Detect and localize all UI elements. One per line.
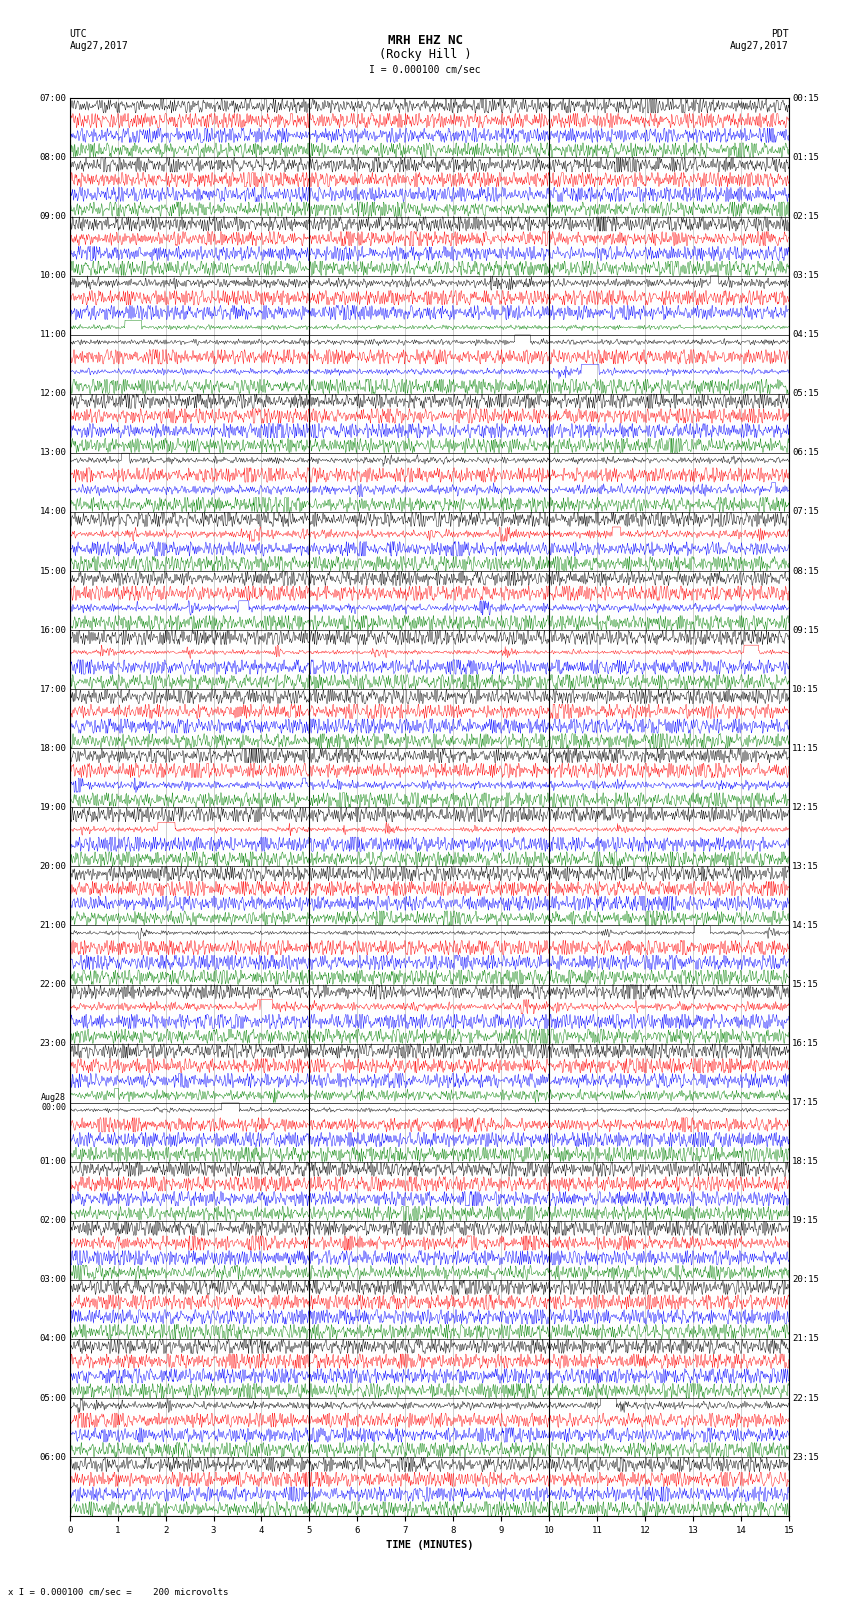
Text: 20:15: 20:15 (792, 1276, 819, 1284)
Text: 23:15: 23:15 (792, 1453, 819, 1461)
Text: 16:00: 16:00 (39, 626, 66, 634)
Text: 15:00: 15:00 (39, 566, 66, 576)
Text: 10:15: 10:15 (792, 684, 819, 694)
Text: 01:00: 01:00 (39, 1157, 66, 1166)
Text: 01:15: 01:15 (792, 153, 819, 161)
Text: 09:15: 09:15 (792, 626, 819, 634)
Text: x I = 0.000100 cm/sec =    200 microvolts: x I = 0.000100 cm/sec = 200 microvolts (8, 1587, 229, 1597)
Text: 21:15: 21:15 (792, 1334, 819, 1344)
Text: 06:00: 06:00 (39, 1453, 66, 1461)
Text: 23:00: 23:00 (39, 1039, 66, 1048)
Text: 20:00: 20:00 (39, 861, 66, 871)
Text: 04:15: 04:15 (792, 331, 819, 339)
Text: I = 0.000100 cm/sec: I = 0.000100 cm/sec (369, 65, 481, 74)
Text: 17:00: 17:00 (39, 684, 66, 694)
Text: 08:15: 08:15 (792, 566, 819, 576)
Text: MRH EHZ NC: MRH EHZ NC (388, 34, 462, 47)
Text: 11:00: 11:00 (39, 331, 66, 339)
Text: 10:00: 10:00 (39, 271, 66, 281)
Text: 11:15: 11:15 (792, 744, 819, 753)
Text: PDT
Aug27,2017: PDT Aug27,2017 (730, 29, 789, 50)
Text: (Rocky Hill ): (Rocky Hill ) (379, 48, 471, 61)
Text: 12:00: 12:00 (39, 389, 66, 398)
Text: 12:15: 12:15 (792, 803, 819, 811)
Text: 06:15: 06:15 (792, 448, 819, 458)
Text: 13:00: 13:00 (39, 448, 66, 458)
Text: 21:00: 21:00 (39, 921, 66, 931)
Text: 22:00: 22:00 (39, 981, 66, 989)
Text: 19:00: 19:00 (39, 803, 66, 811)
Text: 09:00: 09:00 (39, 211, 66, 221)
Text: 17:15: 17:15 (792, 1098, 819, 1107)
Text: 03:00: 03:00 (39, 1276, 66, 1284)
Text: 05:00: 05:00 (39, 1394, 66, 1403)
Text: 14:00: 14:00 (39, 508, 66, 516)
Text: 18:00: 18:00 (39, 744, 66, 753)
Text: 02:15: 02:15 (792, 211, 819, 221)
Text: 19:15: 19:15 (792, 1216, 819, 1226)
Text: 07:00: 07:00 (39, 94, 66, 103)
Text: 05:15: 05:15 (792, 389, 819, 398)
Text: 13:15: 13:15 (792, 861, 819, 871)
Text: Aug28
00:00: Aug28 00:00 (42, 1094, 66, 1111)
Text: UTC
Aug27,2017: UTC Aug27,2017 (70, 29, 128, 50)
Text: 07:15: 07:15 (792, 508, 819, 516)
Text: 04:00: 04:00 (39, 1334, 66, 1344)
Text: 18:15: 18:15 (792, 1157, 819, 1166)
Text: 08:00: 08:00 (39, 153, 66, 161)
Text: 16:15: 16:15 (792, 1039, 819, 1048)
Text: 00:15: 00:15 (792, 94, 819, 103)
Text: 02:00: 02:00 (39, 1216, 66, 1226)
Text: 03:15: 03:15 (792, 271, 819, 281)
X-axis label: TIME (MINUTES): TIME (MINUTES) (386, 1540, 473, 1550)
Text: 15:15: 15:15 (792, 981, 819, 989)
Text: 14:15: 14:15 (792, 921, 819, 931)
Text: 22:15: 22:15 (792, 1394, 819, 1403)
